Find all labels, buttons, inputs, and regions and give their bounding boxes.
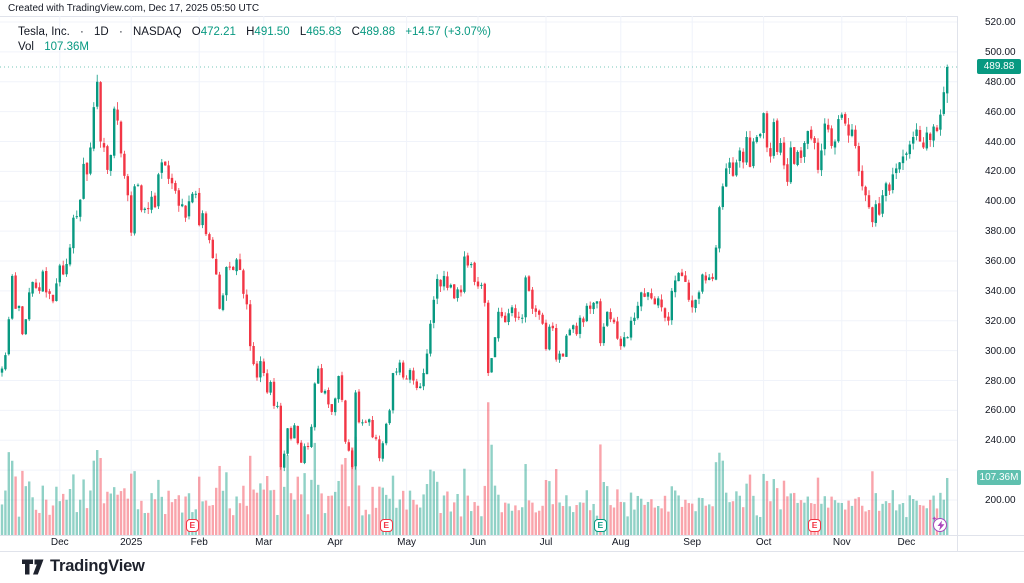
top-separator-line bbox=[0, 16, 1024, 17]
close-label: C bbox=[351, 26, 360, 38]
price-tick-label: 500.00 bbox=[985, 46, 1016, 58]
earnings-marker-icon[interactable]: E bbox=[185, 519, 199, 532]
chart-plot-area[interactable] bbox=[0, 16, 957, 535]
created-with-text: Created with TradingView.com, Dec 17, 20… bbox=[8, 3, 260, 14]
tradingview-logo-icon bbox=[22, 559, 44, 574]
price-tick-label: 360.00 bbox=[985, 256, 1016, 267]
tradingview-logo[interactable]: TradingView bbox=[22, 557, 145, 576]
time-tick-label: Jun bbox=[469, 537, 487, 548]
price-tick-label: 380.00 bbox=[985, 226, 1016, 238]
tradingview-logo-text: TradingView bbox=[50, 557, 145, 575]
time-tick-label: Apr bbox=[327, 537, 343, 548]
candlestick-volume-canvas[interactable] bbox=[0, 16, 957, 535]
footer: TradingView bbox=[0, 552, 1024, 583]
upcoming-earnings-marker-icon[interactable]: ✦ bbox=[931, 516, 948, 532]
volume-label: Vol bbox=[18, 41, 34, 53]
symbol-legend[interactable]: Tesla, Inc. · 1D · NASDAQ O472.21 H491.5… bbox=[18, 25, 491, 55]
earnings-marker-icon[interactable]: E bbox=[593, 519, 607, 532]
price-tick-label: 420.00 bbox=[985, 166, 1016, 178]
high-value: 491.50 bbox=[254, 26, 290, 38]
volume-row: Vol 107.36M bbox=[18, 40, 491, 55]
close-value: 489.88 bbox=[359, 26, 396, 38]
price-tick-label: 240.00 bbox=[985, 435, 1016, 447]
symbol-row: Tesla, Inc. · 1D · NASDAQ O472.21 H491.5… bbox=[18, 25, 491, 40]
low-value: 465.83 bbox=[306, 26, 342, 38]
time-tick-label: Feb bbox=[190, 537, 208, 548]
footer-separator-line bbox=[0, 551, 1024, 552]
separator-dot: · bbox=[79, 26, 84, 38]
time-tick-label: 2025 bbox=[120, 537, 143, 548]
time-axis-separator-line bbox=[0, 535, 1024, 536]
last-price-badge: 489.88 bbox=[977, 59, 1021, 75]
time-tick-label: Sep bbox=[683, 537, 702, 548]
price-tick-label: 400.00 bbox=[985, 196, 1016, 208]
time-tick-label: Dec bbox=[50, 537, 69, 548]
high-label: H bbox=[246, 26, 255, 38]
time-tick-label: Aug bbox=[611, 537, 630, 548]
change-value: +14.57 (+3.07%) bbox=[405, 26, 491, 38]
time-axis[interactable]: Dec 2025 Feb Mar Apr May Jun Jul Aug Sep Oct Nov Dec bbox=[0, 536, 957, 551]
symbol-name: Tesla, Inc. bbox=[18, 26, 70, 38]
time-tick-label: Mar bbox=[255, 537, 273, 548]
attribution-bar: Created with TradingView.com, Dec 17, 20… bbox=[0, 0, 1024, 16]
low-label: L bbox=[299, 26, 307, 38]
price-tick-label: 340.00 bbox=[985, 285, 1016, 297]
price-tick-label: 480.00 bbox=[985, 76, 1016, 88]
price-tick-label: 300.00 bbox=[985, 345, 1016, 357]
volume-badge: 107.36M bbox=[977, 470, 1021, 486]
sparkle-icon: ✦ bbox=[931, 516, 938, 523]
price-axis-separator-line bbox=[957, 16, 958, 552]
volume-value: 107.36M bbox=[44, 41, 89, 53]
time-tick-label: Jul bbox=[539, 537, 553, 548]
price-axis[interactable]: 489.88 107.36M 520.00 500.00 480.00 460.00 4… bbox=[957, 16, 1024, 535]
price-tick-label: 200.00 bbox=[985, 495, 1016, 506]
time-tick-label: May bbox=[397, 537, 417, 548]
time-tick-label: Dec bbox=[897, 537, 916, 548]
price-tick-label: 440.00 bbox=[985, 136, 1016, 148]
price-tick-label: 280.00 bbox=[985, 375, 1016, 387]
exchange-label: NASDAQ bbox=[132, 26, 182, 38]
separator-dot: · bbox=[118, 26, 123, 38]
price-tick-label: 520.00 bbox=[985, 17, 1016, 28]
price-tick-label: 460.00 bbox=[985, 106, 1016, 118]
time-tick-label: Nov bbox=[832, 537, 851, 548]
earnings-marker-icon[interactable]: E bbox=[379, 519, 393, 532]
time-tick-label: Oct bbox=[755, 537, 772, 548]
open-value: 472.21 bbox=[200, 26, 236, 38]
open-label: O bbox=[191, 26, 201, 38]
price-tick-label: 320.00 bbox=[985, 315, 1016, 327]
lightning-icon bbox=[937, 520, 945, 531]
earnings-marker-icon[interactable]: E bbox=[808, 519, 822, 532]
price-tick-label: 260.00 bbox=[985, 405, 1016, 417]
interval-label: 1D bbox=[94, 26, 109, 38]
